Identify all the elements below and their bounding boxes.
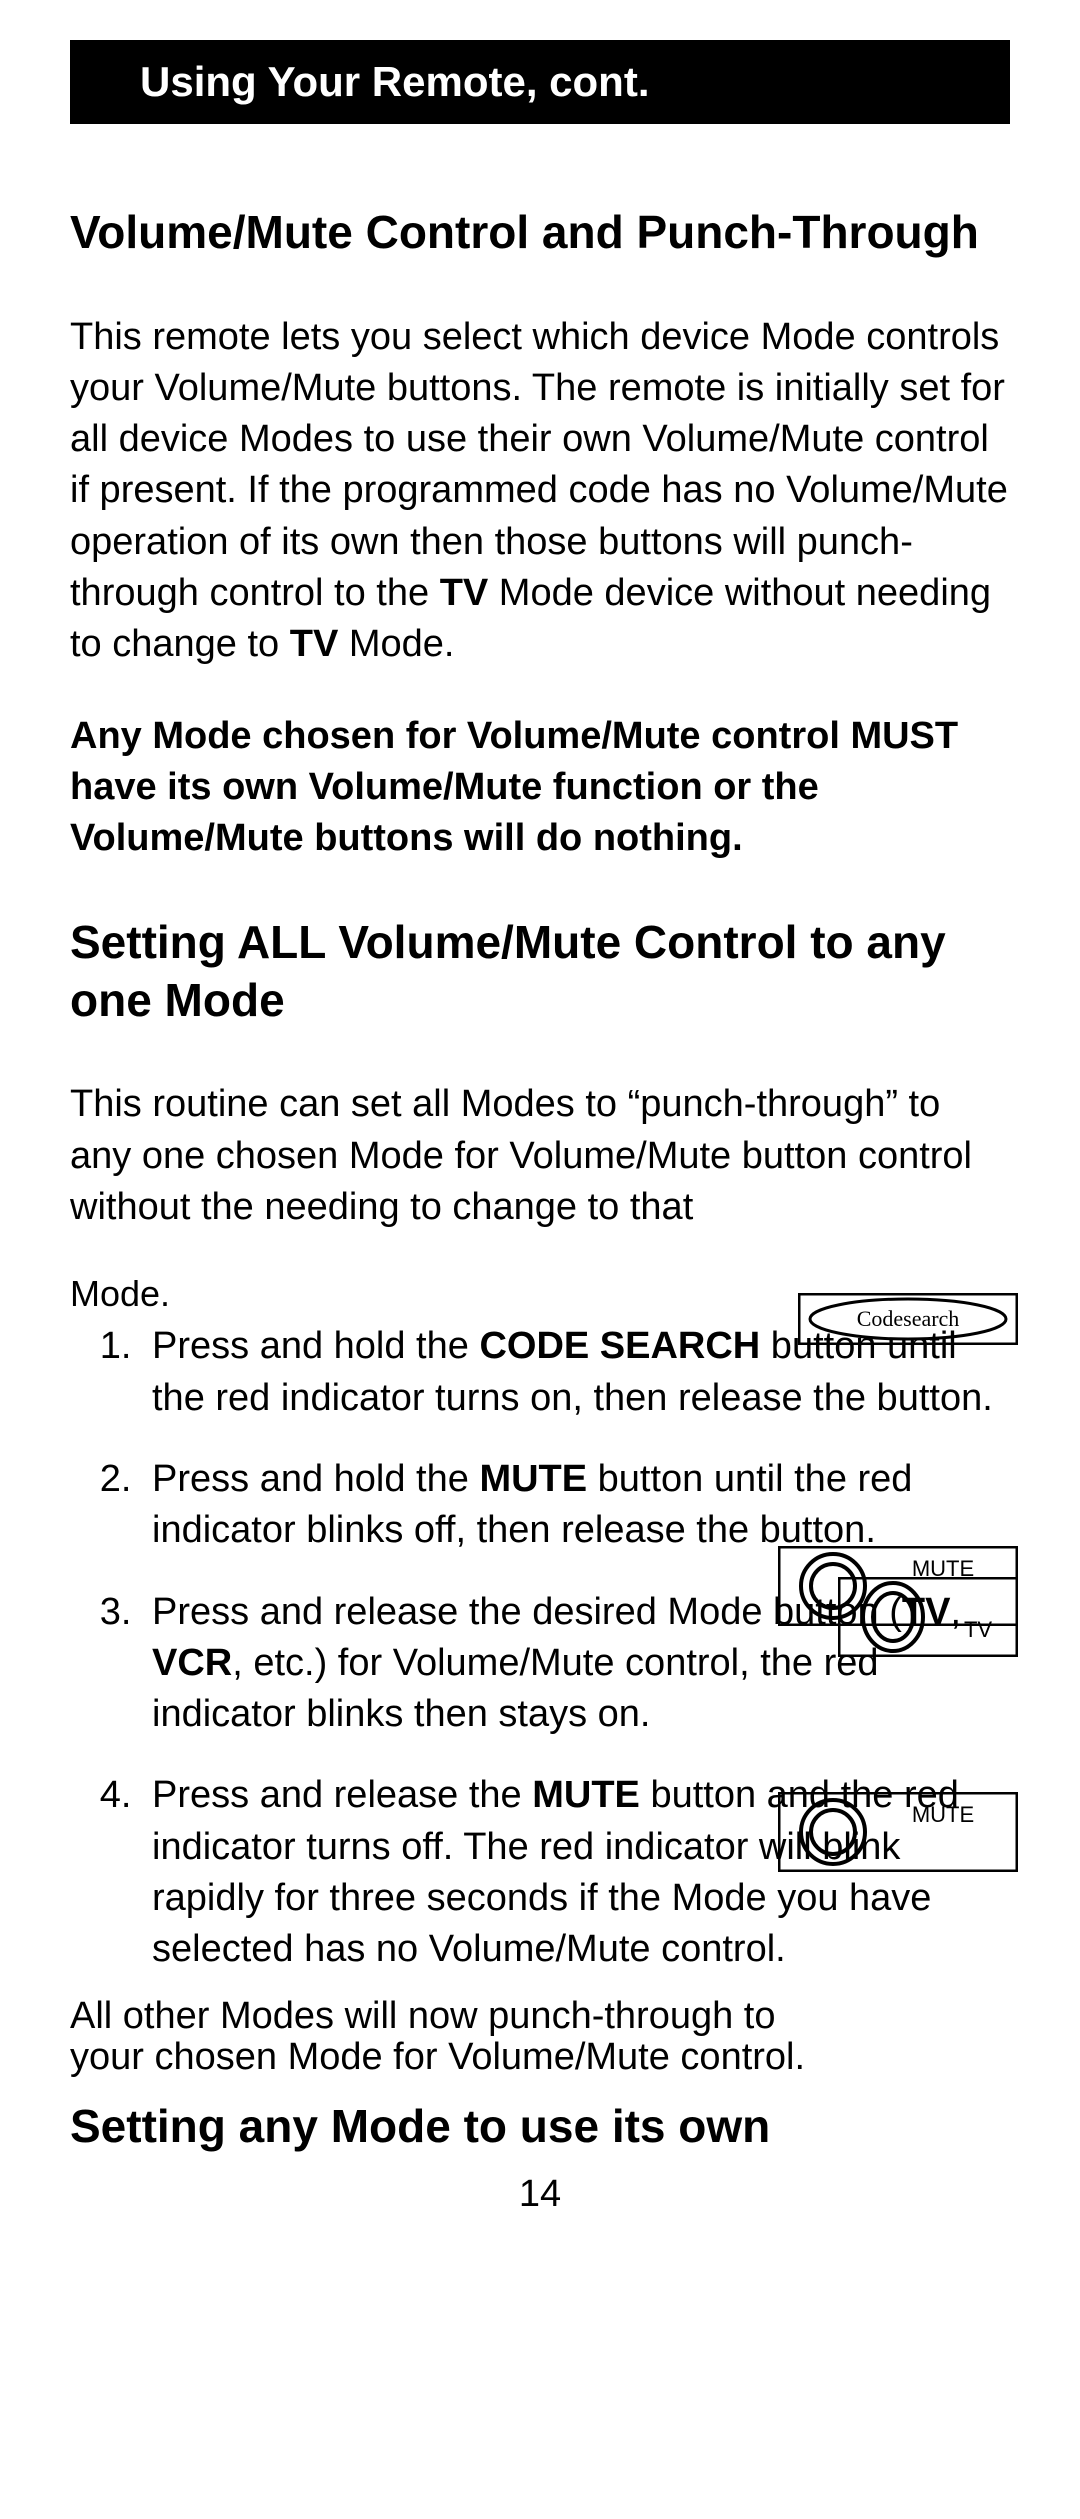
- section-title-volume-mute: Volume/Mute Control and Punch-Through: [70, 204, 1010, 262]
- step-3: Press and release the desired Mode butto…: [142, 1587, 1010, 1741]
- tv-button-icon: TV: [838, 1577, 1018, 1671]
- paragraph-routine: This routine can set all Modes to “punch…: [70, 1079, 1010, 1233]
- page-number: 14: [70, 2173, 1010, 2216]
- paragraph-warning: Any Mode chosen for Volume/Mute control …: [70, 711, 1010, 865]
- steps-list: Press and hold the CODE SEARCH button un…: [70, 1321, 1010, 1975]
- text-span: Press and hold the: [152, 1458, 479, 1500]
- mute-button-icon: MUTE: [778, 1792, 1018, 1886]
- vcr-bold: VCR: [152, 1642, 232, 1684]
- code-search-bold: CODE SEARCH: [479, 1325, 760, 1367]
- codesearch-button-icon: Codesearch: [798, 1293, 1018, 1359]
- text-span: Mode.: [338, 623, 454, 665]
- step-1: Press and hold the CODE SEARCH button un…: [142, 1321, 1010, 1424]
- text-span: your chosen Mode for Volume/Mute control…: [70, 2036, 805, 2078]
- text-span: , etc.) for Volume/Mute control, the red…: [152, 1642, 879, 1735]
- step-4: Press and release the MUTE button and th…: [142, 1770, 1010, 1975]
- page-header: Using Your Remote, cont.: [70, 40, 1010, 124]
- text-span: All other Modes will now punch-through t…: [70, 1995, 776, 2037]
- text-span: Press and hold the: [152, 1325, 479, 1367]
- text-span: Press and release the desired Mode butto…: [152, 1591, 902, 1633]
- closing-text: All other Modes will now punch-through t…: [70, 1996, 1010, 2080]
- text-span: Press and release the: [152, 1774, 532, 1816]
- svg-text:Codesearch: Codesearch: [857, 1306, 960, 1331]
- step-2: Press and hold the MUTE button until the…: [142, 1454, 1010, 1557]
- svg-text:MUTE: MUTE: [912, 1802, 974, 1827]
- section-title-setting-all: Setting ALL Volume/Mute Control to any o…: [70, 914, 1010, 1029]
- paragraph-intro: This remote lets you select which device…: [70, 312, 1010, 671]
- tv-bold: TV: [440, 572, 489, 614]
- section-title-setting-any: Setting any Mode to use its own: [70, 2099, 1010, 2153]
- svg-text:TV: TV: [964, 1617, 992, 1642]
- text-span: This remote lets you select which device…: [70, 316, 1008, 614]
- mute-bold: MUTE: [532, 1774, 640, 1816]
- tv-bold: TV: [290, 623, 339, 665]
- mute-bold: MUTE: [479, 1458, 587, 1500]
